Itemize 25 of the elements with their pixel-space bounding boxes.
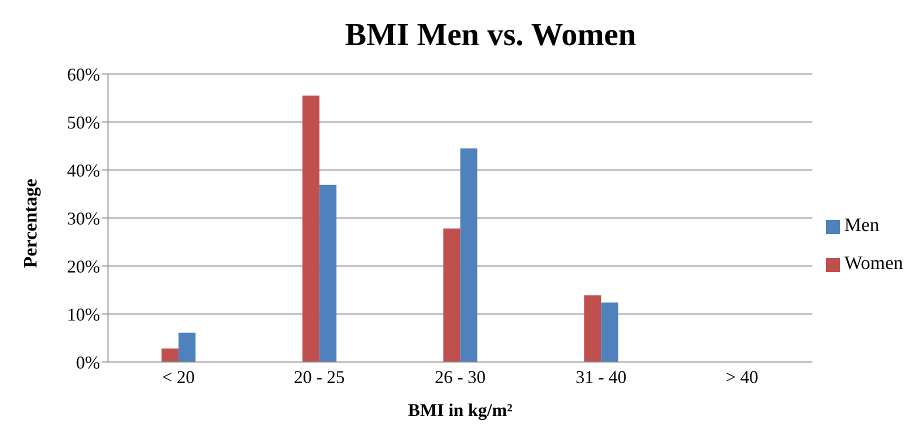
bar: [460, 148, 478, 362]
y-tick-label: 0%: [76, 352, 100, 372]
chart-title: BMI Men vs. Women: [344, 15, 637, 54]
y-tick-label: 60%: [67, 64, 100, 84]
x-axis-title: BMI in kg/m²: [408, 400, 512, 420]
bar: [584, 295, 602, 362]
x-tick-label: < 20: [162, 366, 195, 387]
y-tick-label: 10%: [67, 304, 100, 324]
x-tick-label: > 40: [726, 366, 758, 387]
bar: [319, 184, 336, 362]
x-tick-label: 31 - 40: [576, 366, 627, 387]
legend-label: Women: [844, 253, 903, 274]
bar: [601, 302, 618, 362]
x-tick-label: 20 - 25: [294, 366, 345, 387]
bar: [302, 96, 320, 362]
y-axis-title: Percentage: [20, 178, 42, 268]
y-tick-label: 20%: [67, 256, 100, 276]
y-tick-label: 50%: [67, 112, 100, 132]
legend-label: Men: [844, 215, 880, 236]
bar: [178, 332, 196, 362]
y-tick-label: 30%: [67, 208, 100, 228]
bar: [443, 228, 460, 362]
bar: [162, 348, 179, 362]
y-tick-label: 40%: [67, 160, 100, 180]
x-tick-label: 26 - 30: [434, 366, 486, 387]
